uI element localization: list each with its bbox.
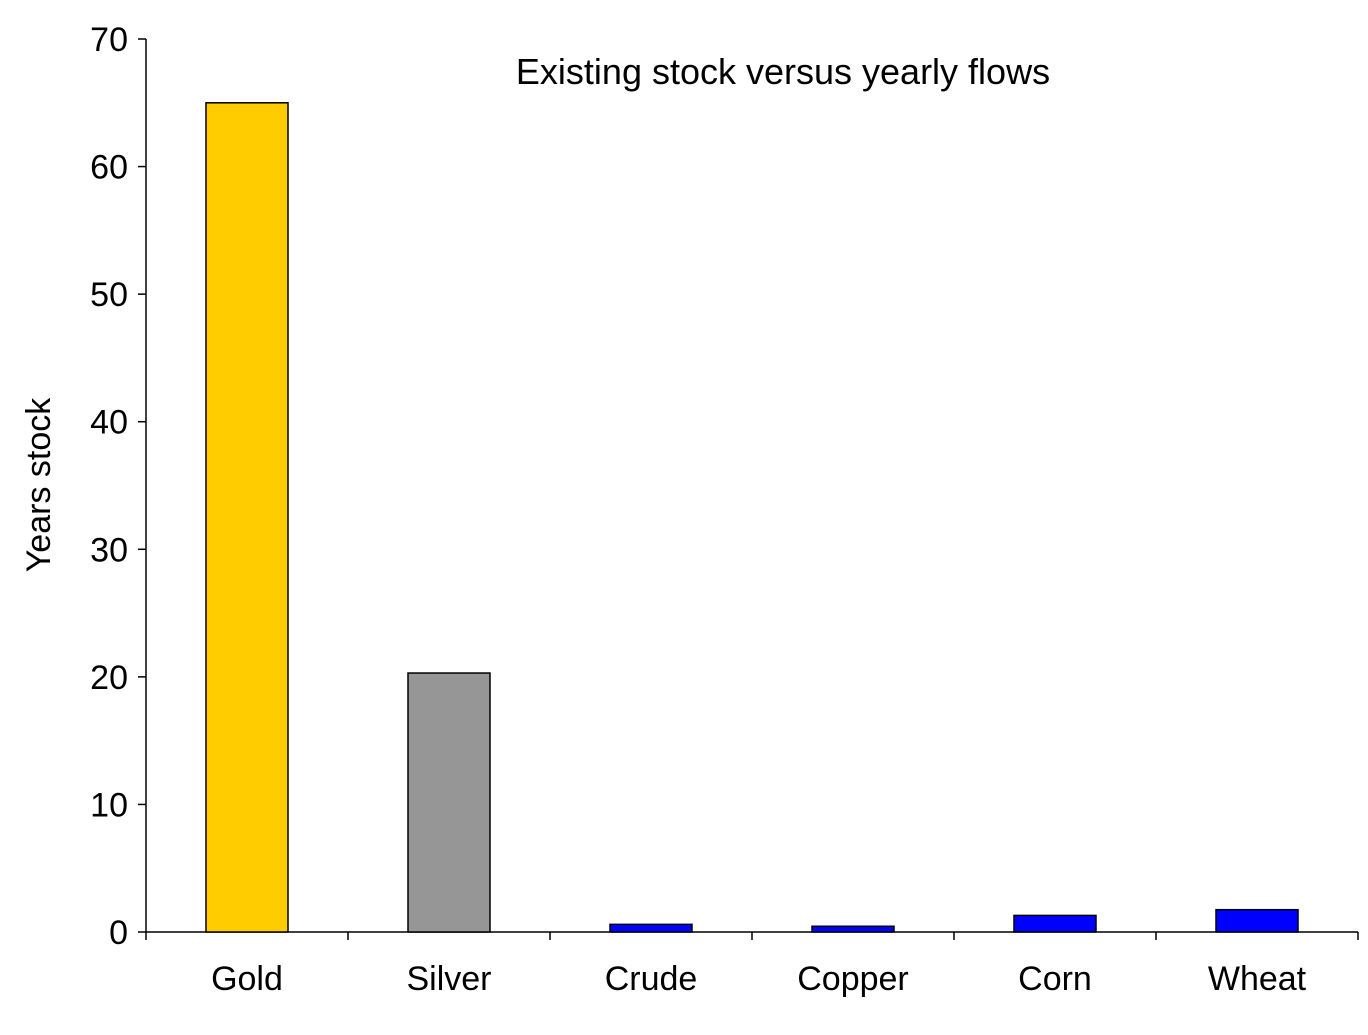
bar-wheat [1215, 908, 1299, 933]
y-tick-label: 30 [90, 531, 128, 569]
x-category-label: Copper [797, 960, 909, 998]
x-category-label: Gold [211, 960, 283, 998]
x-category-label: Corn [1018, 960, 1092, 998]
y-tick-label: 40 [90, 404, 128, 442]
y-tick-label: 50 [90, 276, 128, 314]
x-category-label: Wheat [1208, 960, 1307, 998]
x-category-label: Crude [605, 960, 698, 998]
plot-area: 0 10 20 30 40 50 60 70 Gold Silver Crude Copper Corn… [90, 21, 1359, 998]
chart-title: Existing stock versus yearly flows [516, 51, 1050, 92]
y-tick-label: 10 [90, 786, 128, 824]
y-tick-label: 60 [90, 149, 128, 187]
y-tick-label: 20 [90, 659, 128, 697]
y-tick-label: 0 [109, 914, 128, 952]
bar-silver [407, 672, 491, 933]
bar-corn [1013, 914, 1097, 933]
bar-crude [609, 923, 693, 933]
y-tick-label: 70 [90, 21, 128, 59]
bar-gold [205, 102, 289, 933]
x-category-label: Silver [406, 960, 491, 998]
y-axis-label: Years stock [20, 397, 58, 572]
bar-copper [811, 925, 895, 933]
